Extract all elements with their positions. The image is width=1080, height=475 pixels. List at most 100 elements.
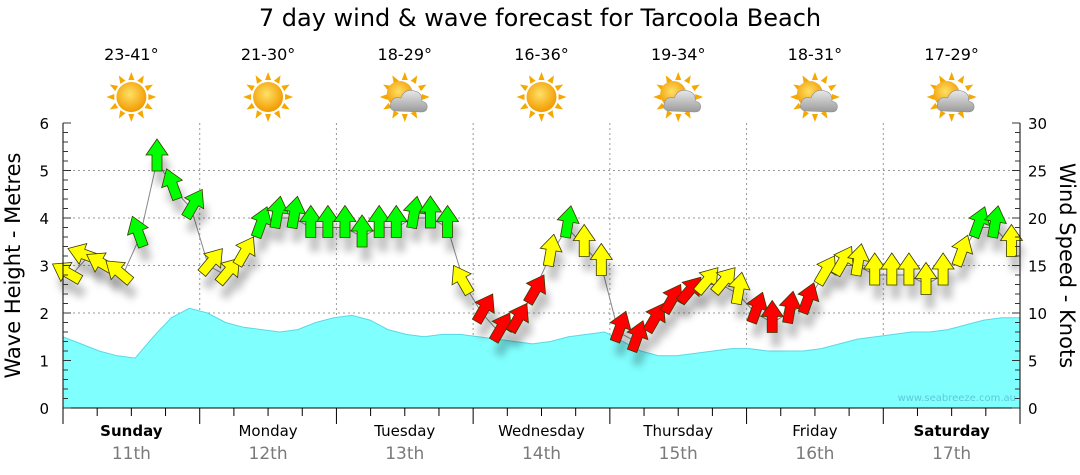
wind-arrow xyxy=(51,262,84,285)
wind-arrow xyxy=(126,215,150,249)
sun-ray xyxy=(926,94,935,100)
sun-ray xyxy=(246,84,255,92)
right-tick-label: 5 xyxy=(1028,353,1038,371)
wind-arrow xyxy=(675,276,702,306)
sun-ray xyxy=(109,84,119,92)
sun-ray xyxy=(401,114,408,122)
wind-arrow xyxy=(523,274,546,306)
wind-arrow-shadow xyxy=(270,210,293,243)
sun-ray xyxy=(968,94,977,100)
sun-ray xyxy=(137,110,144,119)
day-date: 13th xyxy=(385,444,424,464)
sun-ray xyxy=(383,102,392,110)
day-name: Friday xyxy=(792,422,838,440)
sun-ray xyxy=(957,110,965,119)
temperature-range: 16-36° xyxy=(514,45,569,64)
sun-ray xyxy=(684,75,691,84)
sun-ray xyxy=(410,110,418,119)
right-tick-label: 30 xyxy=(1028,115,1047,133)
day-date: 14th xyxy=(522,444,561,464)
left-tick-label: 4 xyxy=(39,210,49,228)
right-tick-label: 20 xyxy=(1028,210,1047,228)
temperature-range: 23-41° xyxy=(104,45,159,64)
wind-arrow xyxy=(914,261,938,295)
sun-ray xyxy=(789,94,798,100)
sun-ray xyxy=(957,75,965,84)
right-axis-label: Wind Speed - Knots xyxy=(1055,163,1079,368)
sun-ray xyxy=(665,110,673,119)
wind-arrow xyxy=(999,223,1024,257)
wind-arrow xyxy=(572,223,596,257)
wind-arrow xyxy=(760,299,784,333)
sun-disc xyxy=(116,82,147,112)
sun-ray xyxy=(831,94,840,100)
day-date: 17th xyxy=(932,444,971,464)
sun-rays xyxy=(789,72,840,122)
sun-ray xyxy=(516,94,525,100)
wind-arrow-shadow xyxy=(988,219,1011,253)
sun-ray xyxy=(137,75,144,84)
sun-ray xyxy=(281,102,290,110)
day-name: Sunday xyxy=(100,422,163,440)
sun-ray xyxy=(964,84,974,92)
sun-ray xyxy=(811,72,818,80)
sun-icon xyxy=(516,72,567,122)
wind-arrow-shadow xyxy=(407,210,430,243)
left-tick-label: 5 xyxy=(39,163,49,181)
day-date: 16th xyxy=(795,444,834,464)
wind-arrow xyxy=(951,234,974,268)
wind-arrow xyxy=(968,206,991,240)
wind-arrow-shadow xyxy=(783,305,806,338)
right-tick-label: 15 xyxy=(1028,258,1047,276)
left-tick-label: 1 xyxy=(39,353,49,371)
wind-arrow xyxy=(626,320,649,354)
sun-cloud-icon xyxy=(653,72,704,122)
day-date: 15th xyxy=(659,444,698,464)
left-axis-label: Wave Height - Metres xyxy=(1,153,25,379)
temperature-range: 21-30° xyxy=(241,45,296,64)
sun-ray xyxy=(265,72,272,80)
sun-ray xyxy=(144,102,154,110)
left-tick-label: 2 xyxy=(39,305,49,323)
temperature-range: 18-31° xyxy=(788,45,843,64)
sun-ray xyxy=(538,114,545,122)
wind-arrow-shadow xyxy=(202,262,227,291)
sun-ray xyxy=(418,84,427,92)
sun-cloud-icon xyxy=(926,72,977,122)
sun-ray xyxy=(554,84,564,92)
sun-ray xyxy=(118,110,126,119)
temperature-range: 19-34° xyxy=(651,45,706,64)
wind-arrow xyxy=(488,312,512,344)
sun-ray xyxy=(653,94,662,100)
sun-ray xyxy=(929,102,939,110)
sun-ray xyxy=(802,110,810,119)
wind-arrow xyxy=(556,205,580,239)
sun-ray xyxy=(144,84,154,92)
wind-arrow xyxy=(983,205,1007,239)
sun-ray xyxy=(519,84,529,92)
wind-arrow xyxy=(232,236,256,268)
sun-cloud-icon xyxy=(789,72,840,122)
left-tick-label: 3 xyxy=(39,258,49,276)
sun-ray xyxy=(421,94,430,100)
wind-arrow xyxy=(266,195,290,230)
wave-height-area xyxy=(62,307,1021,409)
sun-ray xyxy=(656,102,665,110)
sun-ray xyxy=(547,75,554,84)
sun-rays xyxy=(379,72,430,122)
sun-ray xyxy=(811,114,818,122)
wind-arrow xyxy=(384,204,409,238)
wind-arrow-shadow xyxy=(680,291,705,319)
sun-ray xyxy=(948,114,955,122)
day-name: Thursday xyxy=(642,422,713,440)
wind-arrow xyxy=(197,248,223,277)
wind-arrow-shadow xyxy=(561,219,584,253)
wind-arrow xyxy=(589,242,614,276)
sun-ray xyxy=(695,94,704,100)
sun-disc xyxy=(526,82,557,112)
day-name: Tuesday xyxy=(373,422,435,440)
right-tick-label: 10 xyxy=(1028,305,1047,323)
temperature-range: 18-29° xyxy=(378,45,433,64)
sun-ray xyxy=(281,84,290,92)
wind-arrow xyxy=(161,168,184,202)
